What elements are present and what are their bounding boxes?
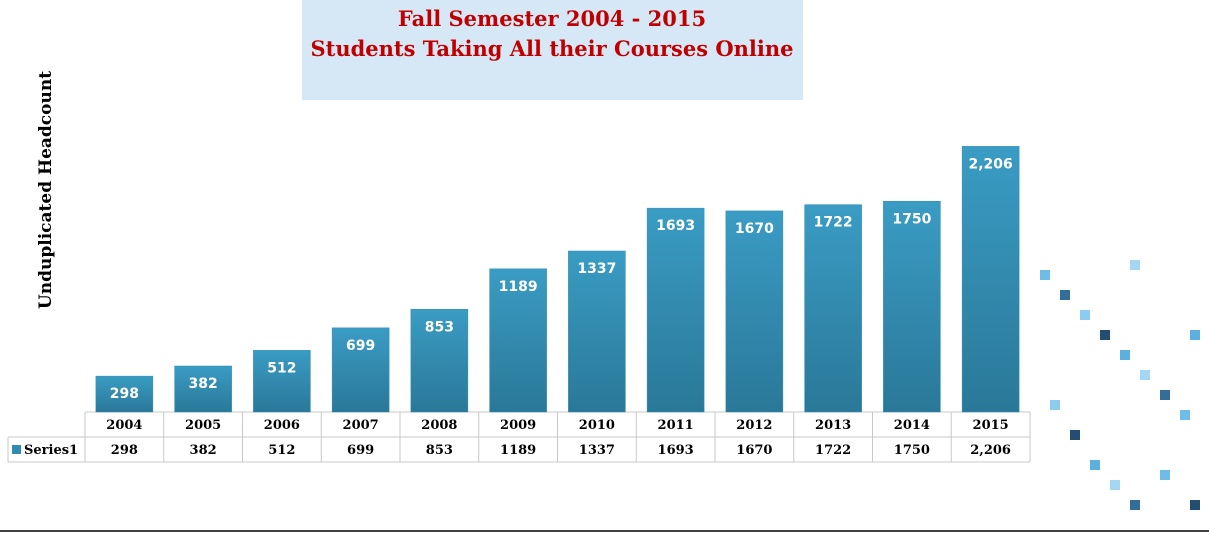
bar-value-label: 298 bbox=[110, 386, 139, 402]
x-tick-label: 2006 bbox=[264, 418, 300, 433]
x-tick-label: 2009 bbox=[500, 418, 536, 433]
table-value: 1670 bbox=[736, 443, 772, 458]
table-value: 1337 bbox=[579, 443, 615, 458]
bar-value-label: 1722 bbox=[814, 215, 853, 231]
x-tick-label: 2004 bbox=[106, 418, 142, 433]
table-value: 853 bbox=[426, 443, 453, 458]
x-tick-label: 2010 bbox=[579, 418, 615, 433]
bar bbox=[962, 146, 1019, 412]
x-tick-label: 2014 bbox=[894, 418, 930, 433]
table-value: 699 bbox=[347, 443, 374, 458]
table-value: 512 bbox=[268, 443, 295, 458]
bar-value-label: 1693 bbox=[656, 218, 695, 234]
bar bbox=[726, 211, 783, 412]
legend-label: Series1 bbox=[24, 443, 78, 458]
table-value: 1722 bbox=[815, 443, 851, 458]
table-value: 298 bbox=[111, 443, 138, 458]
chart-title: Fall Semester 2004 - 2015 bbox=[398, 6, 706, 31]
bar bbox=[883, 201, 940, 412]
table-value: 382 bbox=[190, 443, 217, 458]
bar-value-label: 853 bbox=[425, 319, 454, 335]
x-tick-label: 2015 bbox=[973, 418, 1009, 433]
bar-value-label: 699 bbox=[346, 338, 375, 354]
bar-value-label: 382 bbox=[189, 376, 218, 392]
bar-value-label: 2,206 bbox=[968, 156, 1012, 172]
decoration bbox=[1040, 260, 1200, 510]
table-value: 2,206 bbox=[970, 443, 1011, 458]
x-tick-label: 2013 bbox=[815, 418, 851, 433]
x-tick-label: 2011 bbox=[658, 418, 694, 433]
chart: Fall Semester 2004 - 2015 Students Takin… bbox=[0, 0, 1209, 533]
table-value: 1750 bbox=[894, 443, 930, 458]
x-tick-label: 2012 bbox=[736, 418, 772, 433]
x-tick-label: 2007 bbox=[343, 418, 379, 433]
legend-swatch bbox=[12, 445, 21, 454]
table-value: 1693 bbox=[658, 443, 694, 458]
bar bbox=[647, 208, 704, 412]
bar bbox=[805, 205, 862, 412]
bar-value-label: 1337 bbox=[577, 261, 616, 277]
x-tick-label: 2005 bbox=[185, 418, 221, 433]
bar-value-label: 1670 bbox=[735, 221, 774, 237]
chart-title: Students Taking All their Courses Online bbox=[310, 36, 793, 61]
bar-value-label: 1189 bbox=[499, 279, 538, 295]
table-value: 1189 bbox=[500, 443, 536, 458]
bar-value-label: 1750 bbox=[892, 211, 931, 227]
y-axis-label: Unduplicated Headcount bbox=[36, 71, 56, 309]
bar-value-label: 512 bbox=[267, 360, 296, 376]
x-tick-label: 2008 bbox=[421, 418, 457, 433]
